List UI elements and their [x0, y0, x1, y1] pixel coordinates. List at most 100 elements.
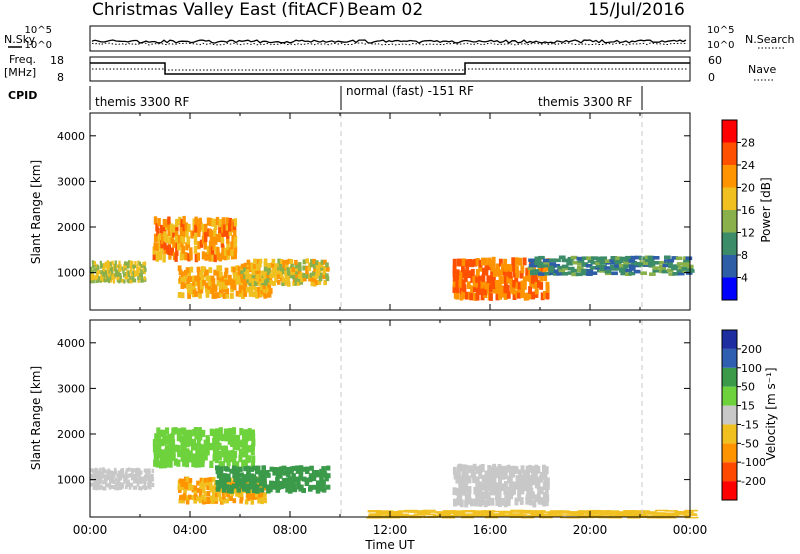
heatmap-cell: [611, 271, 618, 276]
heatmap-cell: [286, 277, 291, 283]
heatmap-cell: [289, 483, 294, 489]
heatmap-cell: [93, 267, 96, 272]
heatmap-cell: [499, 512, 513, 514]
heatmap-cell: [236, 434, 241, 443]
heatmap-cell: [599, 515, 613, 518]
heatmap-cell: [628, 259, 636, 263]
heatmap-cell: [453, 498, 457, 507]
colorbar-tick-label: 20: [741, 182, 755, 195]
heatmap-cell: [171, 453, 176, 461]
heatmap-cell: [132, 270, 135, 275]
heatmap-cell: [217, 292, 221, 299]
heatmap-cell: [155, 460, 160, 468]
heatmap-cell: [294, 278, 298, 283]
heatmap-cell: [102, 467, 105, 472]
heatmap-cell: [584, 512, 599, 514]
heatmap-cell: [248, 277, 253, 283]
heatmap-cell: [239, 495, 244, 501]
heatmap-cell: [251, 480, 257, 486]
heatmap-cell: [298, 475, 303, 481]
heatmap-cell: [567, 512, 581, 514]
heatmap-cell: [135, 471, 138, 476]
heatmap-cell: [415, 510, 429, 512]
heatmap-cell: [94, 483, 98, 488]
heatmap-cell: [501, 465, 506, 474]
heatmap-cell: [225, 222, 229, 231]
heatmap-cell: [107, 266, 111, 271]
heatmap-cell: [322, 274, 327, 280]
heatmap-cell: [313, 267, 317, 273]
heatmap-cell: [208, 247, 212, 256]
heatmap-cell: [395, 513, 409, 516]
heatmap-cell: [146, 476, 149, 481]
heatmap-cell: [623, 514, 637, 516]
heatmap-cell: [193, 488, 198, 494]
heatmap-cell: [171, 439, 176, 447]
colorbar-swatch: [722, 277, 737, 300]
heatmap-cell: [220, 235, 225, 244]
heatmap-cell: [248, 281, 252, 286]
heatmap-cell: [199, 477, 204, 483]
heatmap-cell: [92, 485, 96, 490]
heatmap-cell: [133, 278, 137, 283]
heatmap-cell: [123, 474, 126, 479]
heatmap-cell: [189, 252, 193, 261]
heatmap-cell: [625, 268, 633, 273]
heatmap-cell: [103, 269, 107, 274]
heatmap-cell: [126, 261, 129, 266]
heatmap-cell: [90, 276, 93, 281]
heatmap-cell: [106, 267, 109, 272]
heatmap-cell: [255, 477, 260, 483]
heatmap-cell: [568, 511, 582, 513]
heatmap-cell: [285, 470, 291, 475]
heatmap-cell: [522, 282, 527, 290]
heatmap-cell: [233, 434, 238, 443]
heatmap-cell: [267, 263, 271, 268]
heatmap-cell: [452, 466, 457, 475]
heatmap-cell: [221, 487, 227, 493]
heatmap-cell: [199, 287, 204, 294]
heatmap-cell: [136, 477, 140, 482]
heatmap-cell: [581, 262, 589, 266]
heatmap-cell: [116, 269, 119, 274]
heatmap-cell: [651, 512, 666, 514]
heatmap-cell: [475, 498, 479, 507]
heatmap-cell: [263, 492, 267, 498]
heatmap-cell: [182, 449, 187, 457]
heatmap-cell: [246, 483, 251, 489]
heatmap-cell: [262, 481, 267, 487]
heatmap-cell: [265, 484, 271, 490]
heatmap-cell: [193, 460, 198, 468]
heatmap-cell: [504, 481, 508, 489]
heatmap-cell: [279, 259, 284, 264]
heatmap-cell: [539, 511, 553, 513]
heatmap-cell: [106, 277, 109, 282]
heatmap-cell: [179, 223, 183, 232]
heatmap-cell: [176, 433, 181, 442]
heatmap-cell: [285, 477, 290, 483]
heatmap-cell: [256, 269, 261, 275]
heatmap-cell: [142, 261, 145, 266]
heatmap-cell: [222, 473, 227, 479]
heatmap-cell: [652, 514, 666, 517]
heatmap-cell: [663, 516, 677, 519]
heatmap-cell: [116, 276, 119, 281]
heatmap-cell: [325, 276, 330, 282]
heatmap-cell: [205, 275, 210, 282]
heatmap-cell: [518, 476, 522, 485]
heatmap-cell: [95, 474, 99, 479]
heatmap-cell: [637, 262, 645, 266]
heatmap-cell: [647, 255, 655, 260]
heatmap-cell: [443, 514, 457, 517]
heatmap-cell: [90, 279, 93, 284]
x-tick-label: 00:00: [673, 523, 708, 537]
heatmap-cell: [253, 263, 257, 269]
heatmap-cell: [531, 465, 535, 474]
heatmap-cell: [491, 273, 496, 282]
heatmap-cell: [492, 476, 497, 485]
heatmap-cell: [285, 467, 290, 472]
heatmap-cell: [91, 260, 95, 265]
heatmap-cell: [180, 482, 185, 488]
heatmap-cell: [500, 267, 505, 276]
heatmap-cell: [136, 266, 139, 271]
